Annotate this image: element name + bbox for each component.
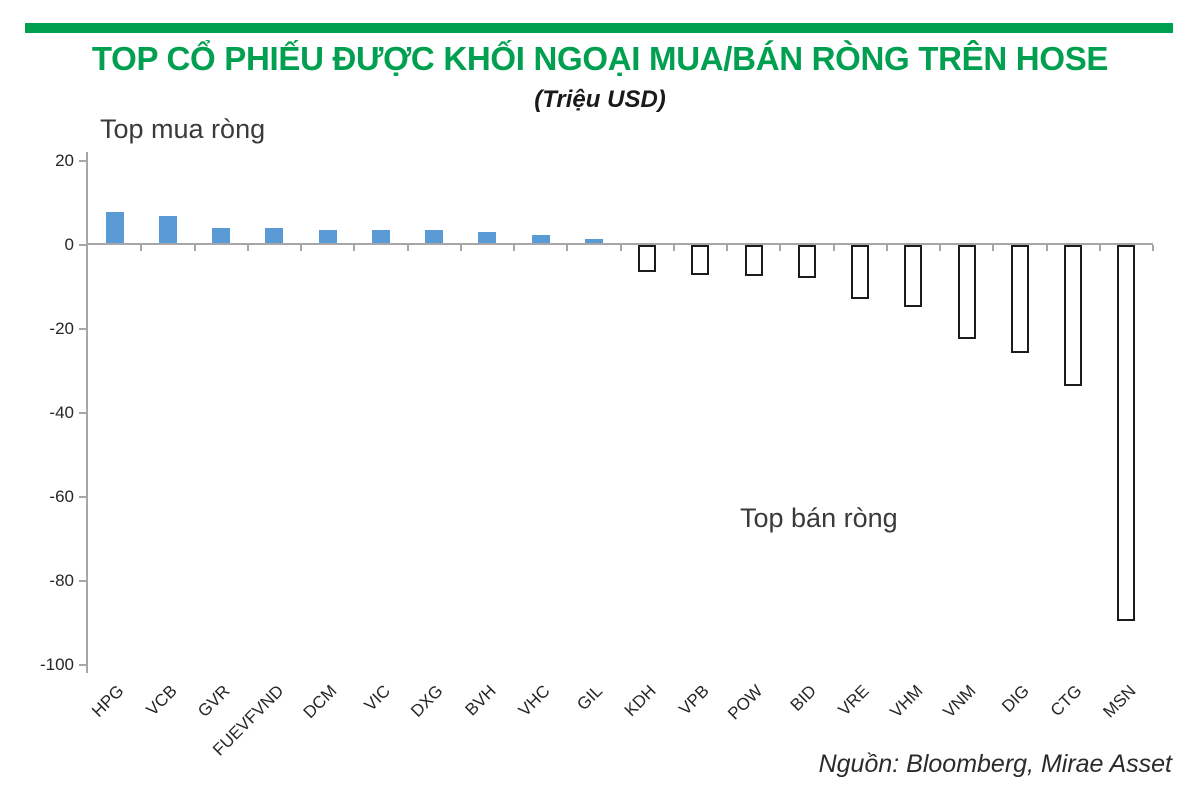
- x-axis-label-dig: DIG: [997, 681, 1033, 717]
- bar-bid: [797, 245, 816, 278]
- chart-subtitle: (Triệu USD): [534, 86, 666, 113]
- bar-vic: [371, 229, 390, 245]
- chart-title: TOP CỔ PHIẾU ĐƯỢC KHỐI NGOẠI MUA/BÁN RÒN…: [91, 40, 1109, 77]
- y-axis-tick: [79, 664, 88, 666]
- y-axis-tick: [79, 328, 88, 330]
- x-axis-label-dcm: DCM: [299, 681, 341, 723]
- top-sell-annotation: Top bán ròng: [740, 503, 898, 533]
- bar-vpb: [691, 245, 710, 276]
- bar-gvr: [212, 228, 231, 245]
- x-axis-label-vic: VIC: [360, 681, 394, 715]
- bar-vre: [851, 245, 870, 300]
- x-axis-zero-line: [86, 243, 1153, 245]
- bar-vcb: [158, 216, 177, 245]
- bar-dig: [1010, 245, 1029, 353]
- source-note: Nguồn: Bloomberg, Mirae Asset: [818, 750, 1172, 778]
- x-axis-tick: [406, 245, 409, 251]
- y-axis-tick: [79, 496, 88, 498]
- x-axis-label-msn: MSN: [1098, 681, 1140, 722]
- y-axis-tick-label: 20: [55, 151, 74, 170]
- x-axis-tick: [1045, 245, 1048, 251]
- x-axis-tick: [140, 245, 143, 251]
- x-axis-label-kdh: KDH: [621, 681, 660, 721]
- x-axis-label-hpg: HPG: [87, 681, 128, 721]
- x-axis-label-vre: VRE: [834, 681, 873, 720]
- x-axis-label-bvh: BVH: [461, 681, 501, 720]
- x-axis-tick: [246, 245, 249, 251]
- x-axis-label-vcb: VCB: [142, 681, 181, 720]
- x-axis-tick: [726, 245, 728, 251]
- y-axis-tick: [79, 160, 88, 162]
- plot-area: 20 0 -20 -40 -60 -80 -100 HPG VCB GVR FUEVFVND DCM V…: [40, 151, 1154, 760]
- x-axis-label-gil: GIL: [573, 681, 607, 715]
- x-axis-tick: [300, 245, 302, 251]
- x-axis-label-dxg: DXG: [407, 681, 447, 721]
- y-axis-tick-label: -20: [49, 319, 74, 338]
- x-axis-tick: [672, 245, 675, 251]
- x-axis-tick: [193, 245, 196, 251]
- y-axis-tick-label: 0: [64, 235, 74, 254]
- x-axis-tick: [832, 245, 835, 251]
- x-axis-tick: [779, 245, 782, 251]
- x-axis-label-ctg: CTG: [1047, 681, 1086, 721]
- x-axis-label-vhm: VHM: [885, 681, 927, 722]
- y-axis-tick-label: -100: [39, 655, 74, 674]
- x-axis-tick: [459, 245, 462, 251]
- x-axis-tick: [1098, 245, 1101, 251]
- bar-msn: [1117, 245, 1136, 621]
- y-axis-tick: [79, 580, 88, 582]
- y-axis-tick-label: -40: [49, 403, 74, 422]
- x-axis-tick: [885, 245, 888, 251]
- bar-vhm: [904, 245, 923, 307]
- bar-kdh: [638, 245, 657, 273]
- x-axis-label-vhc: VHC: [514, 681, 554, 721]
- x-axis-label-vpb: VPB: [675, 681, 714, 719]
- bar-vhc: [531, 234, 550, 245]
- y-axis-tick-label: -80: [49, 571, 74, 590]
- bar-bvh: [478, 231, 497, 245]
- x-axis-tick: [566, 245, 569, 251]
- top-buy-annotation: Top mua ròng: [100, 114, 266, 144]
- bar-dcm: [318, 229, 337, 245]
- x-axis-tick: [992, 245, 995, 251]
- x-axis-label-pow: POW: [724, 681, 767, 724]
- x-axis-tick: [939, 245, 941, 251]
- x-axis-tick: [353, 245, 356, 251]
- bar-fuevfvnd: [265, 228, 284, 245]
- x-axis-label-bid: BID: [786, 681, 820, 715]
- y-axis-tick: [79, 244, 88, 246]
- x-axis-tick: [1152, 245, 1154, 251]
- bar-vnm: [957, 245, 976, 340]
- bar-gil: [584, 239, 603, 245]
- bar-ctg: [1064, 245, 1083, 387]
- bar-hpg: [105, 211, 124, 245]
- y-axis-tick: [79, 412, 88, 414]
- bar-pow: [744, 245, 763, 276]
- bar-dxg: [425, 229, 444, 245]
- x-axis-label-gvr: GVR: [194, 681, 234, 721]
- y-axis-tick-label: -60: [49, 487, 74, 506]
- x-axis-tick: [619, 245, 622, 251]
- x-axis-tick: [513, 245, 515, 251]
- accent-top-rule: [25, 23, 1173, 33]
- x-axis-label-vnm: VNM: [939, 681, 980, 722]
